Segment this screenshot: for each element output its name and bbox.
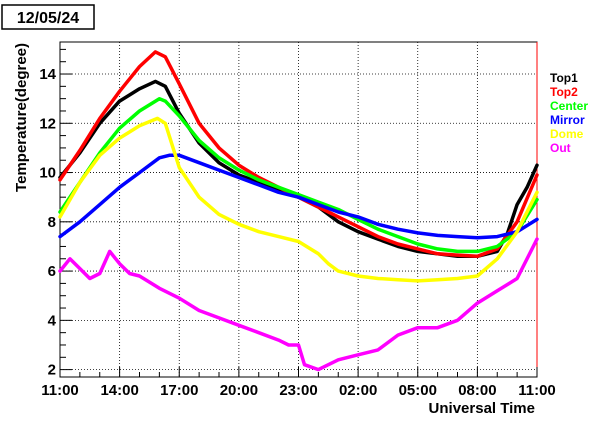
y-axis-title: Temperature(degree) (13, 43, 30, 192)
y-tick-label: 4 (48, 312, 57, 329)
legend-item-out: Out (550, 141, 571, 155)
y-tick-label: 2 (48, 362, 56, 379)
y-tick-label: 8 (48, 214, 56, 231)
y-tick-label: 10 (39, 165, 56, 182)
x-tick-label: 02:00 (339, 382, 377, 399)
y-tick-label: 14 (39, 66, 56, 83)
legend-item-top1: Top1 (550, 71, 578, 85)
legend-item-dome: Dome (550, 127, 584, 141)
x-tick-label: 14:00 (100, 382, 138, 399)
series-line-center (58, 96, 539, 254)
x-tick-label: 08:00 (458, 382, 496, 399)
x-tick-label: 23:00 (279, 382, 317, 399)
y-tick-label: 12 (39, 115, 56, 132)
x-axis-title: Universal Time (429, 400, 535, 417)
date-label-box (1, 4, 95, 30)
x-tick-label: 05:00 (399, 382, 437, 399)
series-line-out (58, 237, 539, 372)
grid-lines (60, 42, 537, 377)
series-lines (58, 50, 539, 372)
x-tick-label: 17:00 (160, 382, 198, 399)
x-tick-label: 11:00 (518, 382, 556, 399)
axis-ticks: 2 4 6 8 10 12 14 11:00 14:00 17:00 20:00 23:00 02:00… (39, 48, 556, 399)
date-label: 12/05/24 (17, 10, 79, 27)
legend-item-mirror: Mirror (550, 113, 585, 127)
y-tick-label: 6 (48, 263, 56, 280)
legend-item-top2: Top2 (550, 85, 578, 99)
series-line-dome (58, 116, 539, 283)
x-tick-label: 11:00 (41, 382, 79, 399)
series-line-mirror (58, 153, 539, 240)
x-tick-label: 20:00 (220, 382, 258, 399)
legend-item-center: Center (550, 99, 588, 113)
